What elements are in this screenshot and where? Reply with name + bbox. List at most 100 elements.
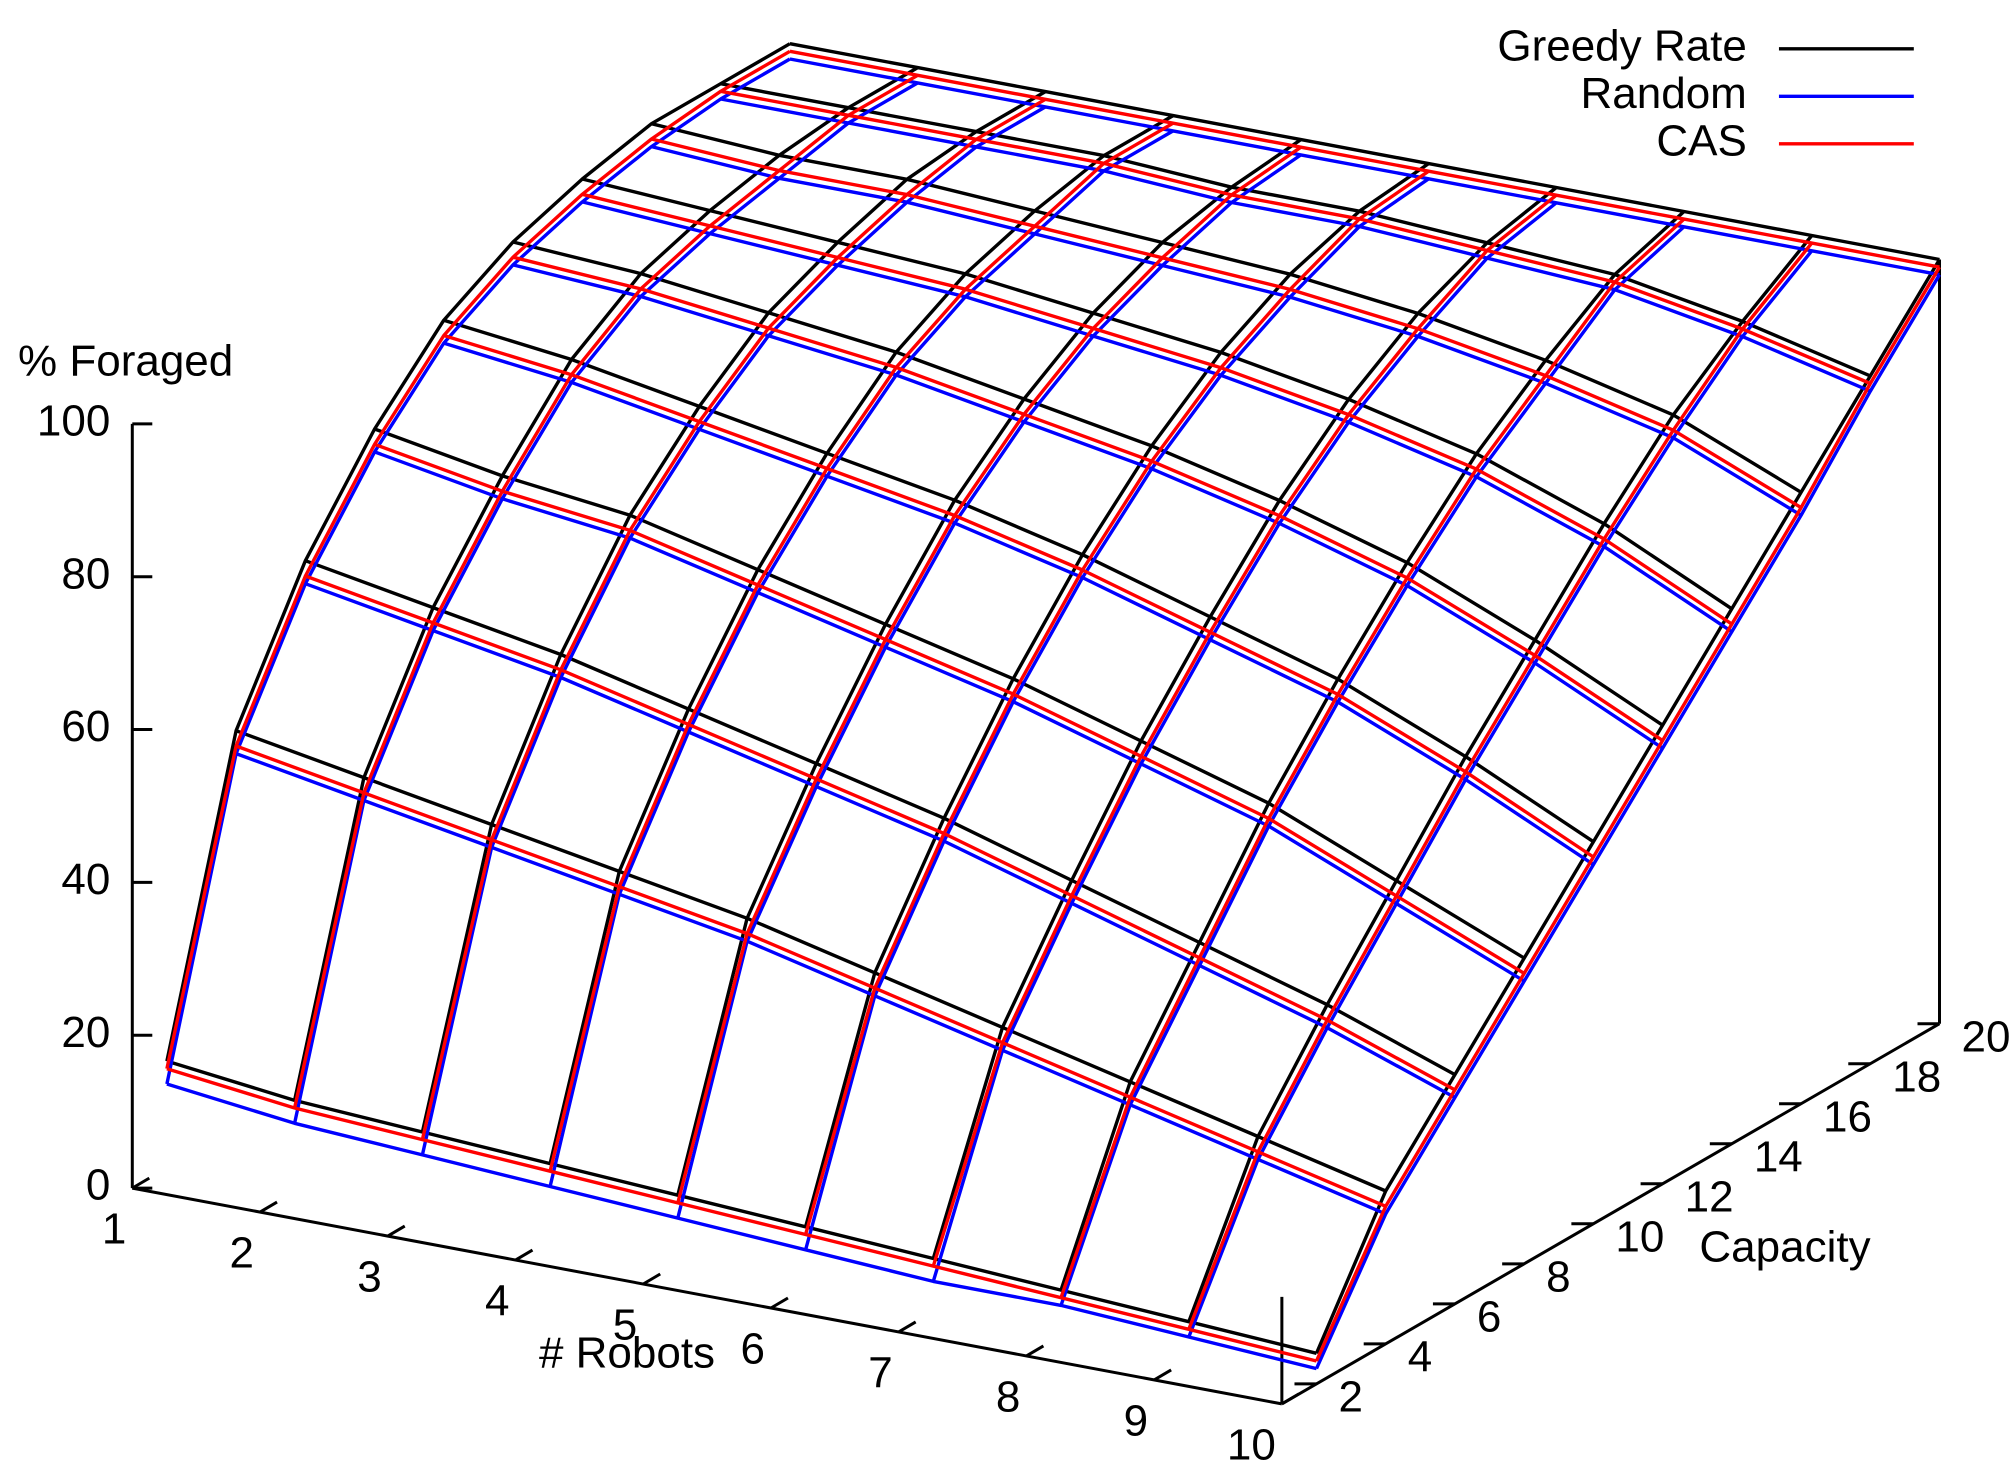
surface-line (548, 129, 1174, 1187)
surface-line (443, 333, 1595, 859)
surface-line (304, 582, 1456, 1099)
x-tick-label: 8 (996, 1373, 1020, 1422)
surface-line (512, 240, 1664, 727)
surface-line (581, 200, 1733, 634)
x-tick-label: 1 (102, 1205, 126, 1254)
surface-line (292, 66, 919, 1101)
x-tick (642, 1272, 661, 1286)
legend-label: Random (1581, 69, 1747, 118)
x-tick (259, 1200, 278, 1214)
surface-line (1187, 242, 1814, 1330)
y-tick-label: 12 (1685, 1172, 1734, 1221)
x-axis-label: # Robots (539, 1329, 715, 1378)
surface-line (1187, 249, 1814, 1338)
surface-line (803, 162, 1430, 1228)
surface-line (1059, 225, 1686, 1306)
y-axis-label: Capacity (1699, 1223, 1870, 1272)
z-tick-label: 100 (37, 396, 110, 445)
x-tick (1153, 1368, 1172, 1382)
surface-line (292, 73, 919, 1109)
surface-line (235, 729, 1387, 1193)
x-tick (131, 1176, 151, 1190)
surface-line (1314, 266, 1941, 1362)
surface-line (374, 450, 1526, 983)
x-tick-label: 10 (1227, 1421, 1276, 1463)
x-tick (514, 1248, 534, 1262)
x-tick (770, 1296, 789, 1310)
surface-line (651, 137, 1802, 510)
y-tick-label: 2 (1338, 1373, 1362, 1422)
z-tick-label: 20 (61, 1008, 110, 1057)
y-tick-label: 14 (1754, 1132, 1803, 1181)
x-tick (386, 1224, 406, 1238)
x-tick-label: 9 (1124, 1397, 1148, 1446)
surface-line (931, 186, 1558, 1259)
x-tick (1025, 1344, 1045, 1358)
surface-line (166, 1067, 1317, 1363)
x-tick-label: 6 (740, 1325, 764, 1374)
surface-line (374, 427, 1526, 960)
surface-line (165, 57, 791, 1085)
x-tick (897, 1320, 917, 1334)
surface-line (720, 97, 1871, 393)
z-axis-label: % Foraged (18, 337, 233, 386)
x-tick-label: 4 (485, 1277, 509, 1326)
x-tick-label: 3 (357, 1253, 381, 1302)
surface-line (789, 57, 1940, 277)
surface-line (292, 81, 919, 1124)
legend-label: Greedy Rate (1497, 21, 1746, 70)
surface-line (581, 192, 1733, 626)
surface-line (803, 169, 1430, 1235)
surface-line (581, 177, 1733, 611)
surface-line (548, 121, 1174, 1172)
y-tick-label: 16 (1823, 1092, 1872, 1141)
surface-line (166, 1082, 1317, 1371)
surface-line (420, 105, 1047, 1156)
surface-line (720, 82, 1871, 378)
x-tick-label: 2 (230, 1229, 254, 1278)
surface-line (651, 144, 1802, 517)
surface-line (720, 89, 1871, 386)
z-tick-label: 60 (61, 702, 110, 751)
z-tick-label: 80 (61, 549, 110, 598)
surface-line (676, 153, 1302, 1219)
surface-line (512, 263, 1664, 750)
surface-line (304, 559, 1456, 1077)
x-tick-label: 7 (868, 1349, 892, 1398)
surface-line (789, 42, 1940, 262)
x-axis (132, 1186, 1283, 1406)
surface-line (420, 97, 1047, 1140)
surface-line (1187, 234, 1814, 1323)
surface-line (235, 752, 1387, 1216)
y-tick-label: 10 (1615, 1212, 1664, 1261)
x-tick (1281, 1392, 1300, 1406)
surface-line (1059, 210, 1686, 1291)
y-tick-label: 4 (1408, 1332, 1432, 1381)
y-tick-label: 8 (1546, 1252, 1570, 1301)
legend-label: CAS (1656, 116, 1746, 165)
surface-line (443, 318, 1595, 844)
surface-line (165, 42, 791, 1062)
surface-line (789, 49, 1940, 269)
x-tick-label: 5 (613, 1301, 637, 1350)
surface-line (931, 201, 1558, 1282)
surface-line (512, 255, 1664, 742)
surface-line (548, 114, 1174, 1164)
y-tick-label: 18 (1892, 1052, 1941, 1101)
z-tick-label: 40 (61, 855, 110, 904)
surface-line (651, 122, 1802, 494)
y-tick-label: 20 (1962, 1012, 2011, 1061)
surface-line (676, 138, 1302, 1196)
surface-line (803, 177, 1430, 1251)
z-tick-label: 0 (86, 1161, 110, 1210)
y-tick-label: 6 (1477, 1292, 1501, 1341)
surface-line (374, 442, 1526, 975)
surface-line (931, 193, 1558, 1267)
y-axis (1281, 1022, 1941, 1406)
surface-line (1314, 258, 1941, 1354)
surface-line (1314, 273, 1941, 1370)
surface-line (443, 341, 1595, 867)
surface-line (1059, 217, 1686, 1299)
